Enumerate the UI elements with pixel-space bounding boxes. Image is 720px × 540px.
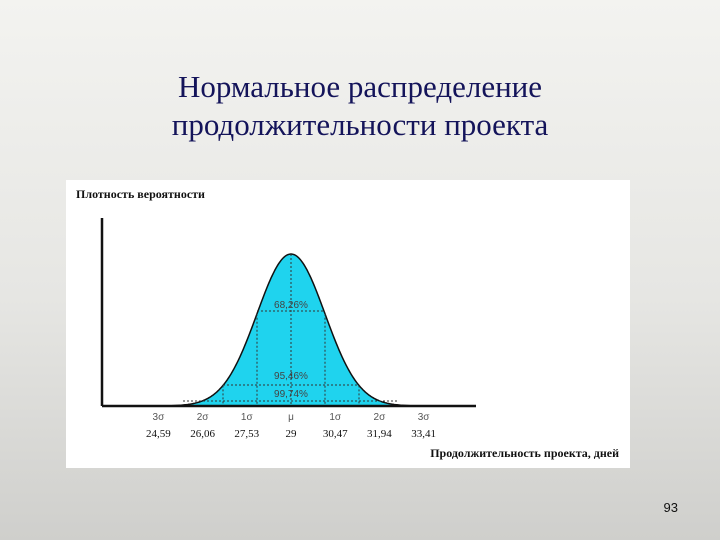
sigma-label-minus3: 3σ (153, 412, 166, 423)
sigma-label-plus3: 3σ (418, 412, 431, 423)
day-label-4: 30,47 (323, 428, 348, 440)
title-line-1: Нормальное распределение (177, 69, 543, 104)
slide-title: Нормальное распределение продолжительнос… (0, 68, 720, 144)
day-label-0: 24,59 (146, 428, 171, 440)
y-axis-label: Плотность вероятности (76, 187, 205, 201)
day-label-2: 27,53 (234, 428, 259, 440)
day-label-3: 29 (286, 428, 298, 440)
percent-label-99: 99,74% (274, 389, 308, 400)
percent-label-95: 95,46% (274, 371, 308, 382)
normal-distribution-figure: Плотность вероятности 68,26% 95,46% 99,7… (66, 180, 630, 468)
curve-area (104, 254, 476, 406)
x-axis-label: Продолжительность проекта, дней (430, 446, 619, 460)
title-line-2: продолжительности проекта (171, 107, 549, 142)
sigma-label-mu: μ (288, 412, 294, 423)
day-label-5: 31,94 (367, 428, 392, 440)
sigma-label-plus2: 2σ (374, 412, 387, 423)
day-label-1: 26,06 (190, 428, 215, 440)
percent-label-68: 68,26% (274, 300, 308, 311)
page-number: 93 (663, 500, 678, 515)
day-label-6: 33,41 (411, 428, 436, 440)
figure-canvas: Плотность вероятности 68,26% 95,46% 99,7… (76, 187, 619, 460)
sigma-label-minus1: 1σ (241, 412, 254, 423)
sigma-label-plus1: 1σ (329, 412, 342, 423)
sigma-label-minus2: 2σ (197, 412, 210, 423)
